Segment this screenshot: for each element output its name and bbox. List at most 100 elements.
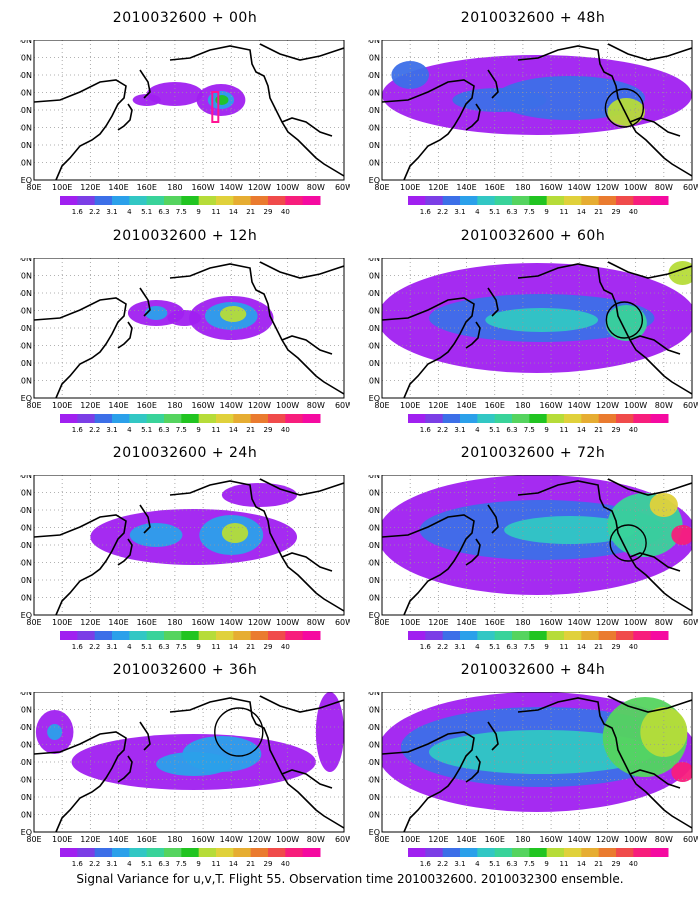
colorbar-swatch bbox=[529, 196, 548, 205]
lat-tick-label: 60N bbox=[20, 723, 32, 732]
lon-tick-label: 60W bbox=[335, 835, 350, 844]
lat-tick-label: 30N bbox=[20, 559, 32, 568]
map-60h: EQ 10N 20N 30N 40N 50N 60N 70N 80N 80E 100E 120E 140… bbox=[368, 258, 698, 434]
lat-tick-label: 10N bbox=[20, 159, 32, 168]
grid bbox=[382, 692, 692, 832]
colorbar-swatch bbox=[198, 631, 217, 640]
lat-tick-label: 70N bbox=[20, 54, 32, 63]
coastline bbox=[169, 480, 344, 612]
lon-tick-label: 140W bbox=[568, 401, 591, 410]
coastline bbox=[117, 103, 133, 131]
lon-tick-label: 160W bbox=[539, 618, 562, 627]
lon-tick-label: 80W bbox=[307, 401, 325, 410]
panel-title: 2010032600 + 84h bbox=[460, 662, 606, 678]
coastline bbox=[139, 721, 151, 751]
colorbar-swatch bbox=[198, 196, 217, 205]
colorbar-swatch bbox=[512, 631, 530, 640]
lon-tick-label: 140E bbox=[456, 401, 476, 410]
lat-tick-label: 10N bbox=[368, 159, 380, 168]
colorbar-label: 40 bbox=[281, 426, 290, 434]
lon-tick-label: 60W bbox=[335, 183, 350, 192]
coastline bbox=[517, 480, 692, 612]
lon-tick-label: 160W bbox=[191, 618, 214, 627]
lon-tick-label: 160W bbox=[191, 183, 214, 192]
lon-tick-label: 80E bbox=[26, 401, 41, 410]
lon-tick-label: 160W bbox=[191, 835, 214, 844]
lat-tick-label: 10N bbox=[368, 811, 380, 820]
coastline bbox=[607, 478, 692, 496]
colorbar-label: 21 bbox=[246, 860, 255, 868]
variance-contour bbox=[671, 762, 692, 782]
variance-contour bbox=[47, 724, 63, 740]
coastlines bbox=[34, 43, 344, 180]
colorbar-label: 5.1 bbox=[141, 208, 152, 216]
colorbar-swatch bbox=[146, 848, 165, 857]
lon-tick-label: 60W bbox=[335, 618, 350, 627]
colorbar-swatch bbox=[129, 848, 148, 857]
lat-tick-label: 20N bbox=[20, 141, 32, 150]
colorbar-swatch bbox=[650, 414, 669, 423]
colorbar-label: 11 bbox=[560, 860, 569, 868]
colorbar-swatch bbox=[598, 414, 617, 423]
lon-tick-label: 100W bbox=[276, 401, 299, 410]
coastlines bbox=[382, 478, 692, 615]
colorbar-swatch bbox=[181, 848, 200, 857]
colorbar-label: 40 bbox=[629, 208, 638, 216]
lat-tick-label: 70N bbox=[368, 706, 380, 715]
panel-title: 2010032600 + 60h bbox=[460, 228, 606, 244]
coastline bbox=[34, 731, 127, 832]
colorbar-label: 2.2 bbox=[437, 208, 448, 216]
lon-tick-label: 120E bbox=[428, 618, 448, 627]
colorbar-label: 9 bbox=[196, 643, 200, 651]
coastline bbox=[259, 695, 344, 713]
colorbar-label: 6.3 bbox=[506, 860, 517, 868]
colorbar-swatch bbox=[616, 414, 634, 423]
lon-tick-label: 120W bbox=[596, 835, 619, 844]
colorbar-swatch bbox=[616, 631, 634, 640]
colorbar-swatch bbox=[129, 196, 148, 205]
lat-tick-label: 40N bbox=[368, 106, 380, 115]
colorbar-label: 4 bbox=[475, 208, 480, 216]
colorbar-swatch bbox=[650, 848, 669, 857]
lat-tick-label: 80N bbox=[20, 475, 32, 480]
colorbar-swatch bbox=[216, 631, 234, 640]
lat-tick-label: 50N bbox=[20, 524, 32, 533]
lon-tick-label: 100W bbox=[276, 618, 299, 627]
colorbar-swatch bbox=[285, 848, 304, 857]
coastline bbox=[465, 755, 481, 783]
coastline bbox=[465, 321, 481, 349]
coastlines bbox=[382, 43, 692, 180]
lat-tick-label: EQ bbox=[369, 828, 380, 837]
lon-tick-label: 80E bbox=[26, 618, 41, 627]
colorbar-swatch bbox=[442, 414, 461, 423]
colorbar-swatch bbox=[233, 414, 252, 423]
lon-tick-label: 60W bbox=[683, 835, 698, 844]
lon-tick-label: 160E bbox=[485, 401, 505, 410]
colorbar-swatch bbox=[164, 196, 182, 205]
colorbar-label: 1.6 bbox=[72, 860, 84, 868]
lon-tick-label: 140W bbox=[220, 183, 243, 192]
colorbar-swatch bbox=[633, 848, 652, 857]
colorbar-swatch bbox=[302, 414, 321, 423]
lon-tick-label: 140E bbox=[456, 835, 476, 844]
colorbar-label: 21 bbox=[246, 426, 255, 434]
colorbar-swatch bbox=[77, 414, 96, 423]
lon-tick-label: 60W bbox=[683, 401, 698, 410]
variance-contour bbox=[167, 310, 202, 326]
lat-tick-label: 40N bbox=[368, 758, 380, 767]
lat-tick-label: 30N bbox=[368, 342, 380, 351]
colorbar-label: 14 bbox=[577, 860, 586, 868]
colorbar-swatch bbox=[425, 196, 444, 205]
panel-60h: 2010032600 + 60h EQ 10N 20N 30N 40N 50N 60N 70N… bbox=[368, 228, 698, 438]
lon-tick-label: 120W bbox=[248, 183, 271, 192]
colorbar-label: 9 bbox=[544, 426, 548, 434]
lat-tick-label: 30N bbox=[368, 124, 380, 133]
colorbar-swatch bbox=[181, 631, 200, 640]
lat-tick-label: 60N bbox=[20, 71, 32, 80]
colorbar-swatch bbox=[460, 631, 478, 640]
coastlines bbox=[382, 695, 692, 832]
lat-tick-label: 20N bbox=[368, 141, 380, 150]
colorbar-swatch bbox=[442, 631, 461, 640]
variance-contour bbox=[315, 692, 344, 772]
lon-tick-label: 60W bbox=[683, 183, 698, 192]
